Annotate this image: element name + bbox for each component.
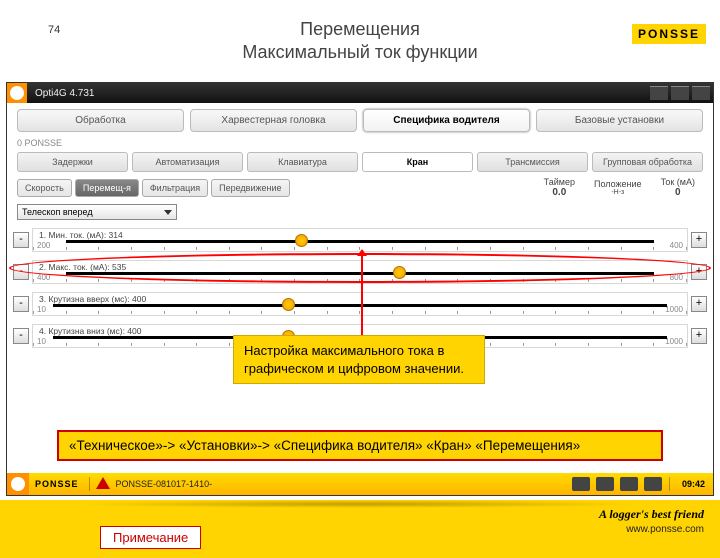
nav-path-text: «Техническое»-> «Установки»-> «Специфика… [69,438,580,453]
app-icon [7,83,27,103]
slider-track[interactable]: 2. Макс. ток. (мА): 535 400 800 [32,260,688,284]
app-window: Opti4G 4.731 Обработка Харвестерная голо… [6,82,714,496]
title-line-1: Перемещения [0,18,720,41]
statusbar-icon[interactable] [572,477,590,491]
stat-current: Ток (мА) 0 [653,177,703,198]
stat-position-unit: -Н-з [594,189,642,196]
stat-timer-value: 0.0 [544,187,575,198]
callout-box: Настройка максимального тока в графическ… [233,335,485,384]
chevron-down-icon [164,210,172,215]
page-title: Перемещения Максимальный ток функции [0,18,720,65]
subtab-automation[interactable]: Автоматизация [132,152,243,172]
function-dropdown[interactable]: Телескоп вперед [17,204,177,220]
chip-motion[interactable]: Передвижение [211,179,289,197]
alert-icon[interactable] [94,477,112,491]
annotation-arrow [361,255,363,335]
subtab-crane[interactable]: Кран [362,152,473,172]
minus-button[interactable]: - [13,296,29,312]
dropdown-row: Телескоп вперед [7,201,713,223]
stat-position-label: Положение [594,179,642,189]
plus-button[interactable]: + [691,296,707,312]
stat-current-value: 0 [661,187,695,198]
minus-button[interactable]: - [13,232,29,248]
slider-label: 2. Макс. ток. (мА): 535 [39,262,126,272]
stat-current-label: Ток (мА) [661,177,695,187]
statusbar-icon[interactable] [620,477,638,491]
note-box: Примечание [100,526,201,549]
tab-driver-specifics[interactable]: Специфика водителя [363,109,530,132]
plus-button[interactable]: + [691,264,707,280]
footer-tagline: A logger's best friend [599,507,704,522]
stat-position: Положение -Н-з [586,179,650,196]
stat-timer-label: Таймер [544,177,575,187]
tab-harvester-head[interactable]: Харвестерная головка [190,109,357,132]
brand-logo: PONSSE [632,24,706,44]
footer-url: www.ponsse.com [626,524,704,535]
statusbar-device-id: PONSSE-081017-1410- [116,479,213,489]
minus-button[interactable]: - [13,264,29,280]
statusbar-icon[interactable] [644,477,662,491]
statusbar-logo-icon [7,473,29,495]
slider-handle[interactable] [295,234,308,247]
chip-movements[interactable]: Перемещ-я [75,179,139,197]
maximize-button[interactable] [671,86,689,100]
statusbar-brand: PONSSE [35,479,79,489]
subtab-keyboard[interactable]: Клавиатура [247,152,358,172]
chip-filtering[interactable]: Фильтрация [142,179,208,197]
nav-path-box: «Техническое»-> «Установки»-> «Специфика… [57,430,663,461]
slider-handle[interactable] [282,298,295,311]
statusbar-icon[interactable] [596,477,614,491]
statusbar: PONSSE PONSSE-081017-1410- 09:42 [7,473,713,495]
subtab-group-processing[interactable]: Групповая обработка [592,152,703,172]
slider-label: 1. Мин. ток. (мА): 314 [39,230,123,240]
statusbar-time: 09:42 [682,479,705,489]
breadcrumb: 0 PONSSE [7,138,713,148]
slider-row-max-current: - 2. Макс. ток. (мА): 535 400 800 + [13,259,707,285]
subtab-transmission[interactable]: Трансмиссия [477,152,588,172]
filter-row: Скорость Перемещ-я Фильтрация Передвижен… [7,174,713,201]
titlebar: Opti4G 4.731 [7,83,713,103]
minus-button[interactable]: - [13,328,29,344]
slider-label: 3. Крутизна вверх (мс): 400 [39,294,146,304]
slider-row-slope-up: - 3. Крутизна вверх (мс): 400 10 1000 + [13,291,707,317]
dropdown-value: Телескоп вперед [22,207,93,217]
slider-label: 4. Крутизна вниз (мс): 400 [39,326,141,336]
app-title: Opti4G 4.731 [35,88,94,99]
subtab-delays[interactable]: Задержки [17,152,128,172]
slider-track[interactable]: 3. Крутизна вверх (мс): 400 10 1000 [32,292,688,316]
callout-text: Настройка максимального тока в графическ… [244,343,464,376]
plus-button[interactable]: + [691,328,707,344]
tab-base-settings[interactable]: Базовые установки [536,109,703,132]
sub-tabs: Задержки Автоматизация Клавиатура Кран Т… [7,148,713,174]
chip-speed[interactable]: Скорость [17,179,72,197]
tab-processing[interactable]: Обработка [17,109,184,132]
close-button[interactable] [692,86,710,100]
stat-timer: Таймер 0.0 [536,177,583,198]
main-tabs: Обработка Харвестерная головка Специфика… [7,103,713,138]
slider-handle[interactable] [393,266,406,279]
page-number: 74 [48,24,60,36]
plus-button[interactable]: + [691,232,707,248]
minimize-button[interactable] [650,86,668,100]
title-line-2: Максимальный ток функции [0,41,720,64]
